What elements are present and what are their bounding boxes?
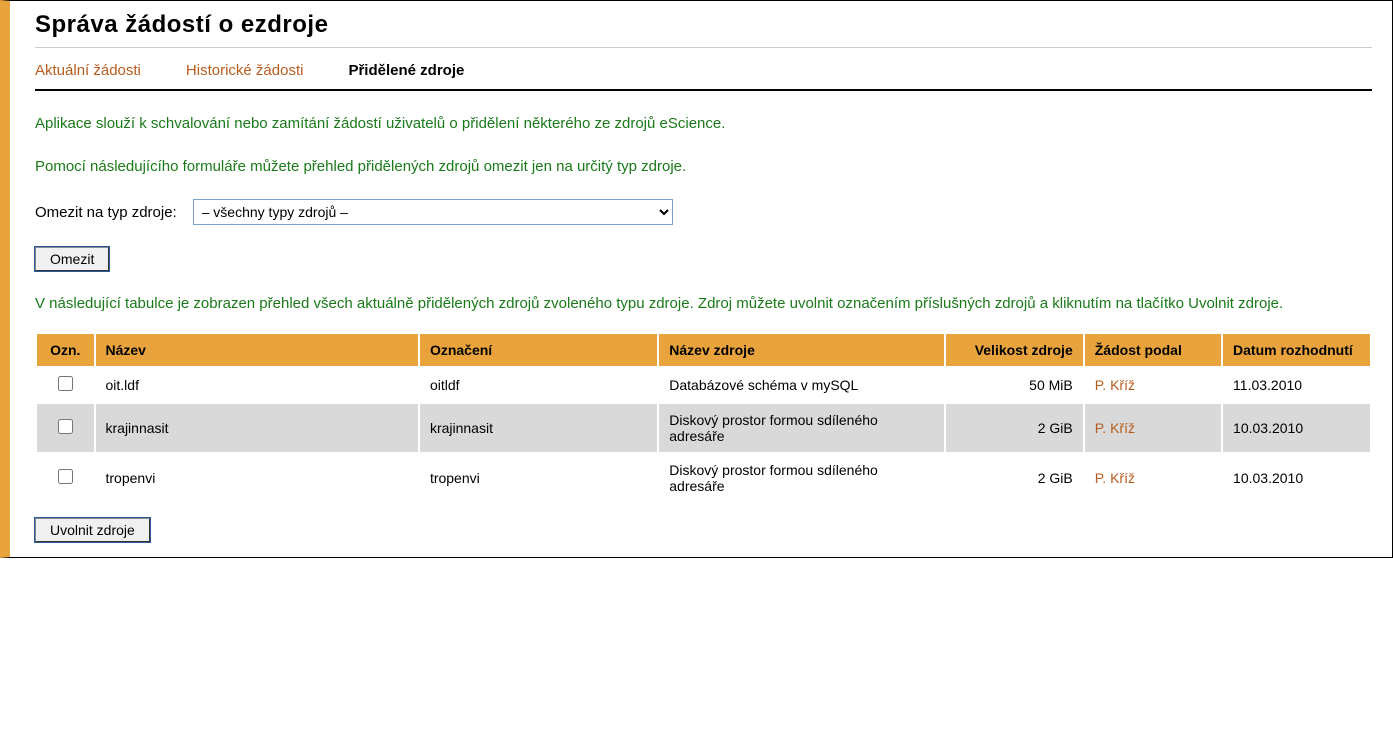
requester-link[interactable]: P. Kříž <box>1095 377 1135 393</box>
cell-nazev-zdroje: Databázové schéma v mySQL <box>658 367 945 403</box>
cell-datum: 11.03.2010 <box>1222 367 1371 403</box>
row-checkbox[interactable] <box>58 469 73 484</box>
cell-nazev-zdroje: Diskový prostor formou sdíleného adresář… <box>658 453 945 503</box>
row-checkbox[interactable] <box>58 419 73 434</box>
cell-nazev: oit.ldf <box>95 367 419 403</box>
cell-nazev: krajinnasit <box>95 403 419 453</box>
row-checkbox[interactable] <box>58 376 73 391</box>
cell-oznaceni: oitldf <box>419 367 658 403</box>
tabs-bar: Aktuální žádosti Historické žádosti Přid… <box>35 62 1372 91</box>
tab-current-requests[interactable]: Aktuální žádosti <box>35 62 141 79</box>
footer-button-row: Uvolnit zdroje <box>35 518 1372 542</box>
cell-ozn <box>36 367 95 403</box>
cell-datum: 10.03.2010 <box>1222 403 1371 453</box>
filter-type-select[interactable]: – všechny typy zdrojů – <box>193 199 673 225</box>
th-nazev: Název <box>95 333 419 367</box>
table-row: tropenvitropenviDiskový prostor formou s… <box>36 453 1371 503</box>
tab-assigned-resources[interactable]: Přidělené zdroje <box>348 62 464 79</box>
cell-datum: 10.03.2010 <box>1222 453 1371 503</box>
filter-button-row: Omezit <box>35 247 1372 271</box>
th-datum: Datum rozhodnutí <box>1222 333 1371 367</box>
th-zadost: Žádost podal <box>1084 333 1222 367</box>
th-velikost: Velikost zdroje <box>945 333 1083 367</box>
cell-zadost: P. Kříž <box>1084 453 1222 503</box>
cell-oznaceni: krajinnasit <box>419 403 658 453</box>
th-ozn: Ozn. <box>36 333 95 367</box>
cell-velikost: 2 GiB <box>945 403 1083 453</box>
cell-nazev: tropenvi <box>95 453 419 503</box>
table-row: oit.ldfoitldfDatabázové schéma v mySQL50… <box>36 367 1371 403</box>
cell-zadost: P. Kříž <box>1084 403 1222 453</box>
requester-link[interactable]: P. Kříž <box>1095 420 1135 436</box>
cell-ozn <box>36 453 95 503</box>
cell-velikost: 2 GiB <box>945 453 1083 503</box>
intro-text-1: Aplikace slouží k schvalování nebo zamít… <box>35 113 1372 134</box>
page-title: Správa žádostí o ezdroje <box>35 11 1372 48</box>
cell-ozn <box>36 403 95 453</box>
tab-history-requests[interactable]: Historické žádosti <box>186 62 304 79</box>
th-oznaceni: Označení <box>419 333 658 367</box>
intro-text-2: Pomocí následujícího formuláře můžete př… <box>35 156 1372 177</box>
filter-row: Omezit na typ zdroje: – všechny typy zdr… <box>35 199 1372 225</box>
filter-button[interactable]: Omezit <box>35 247 109 271</box>
table-intro-text: V následující tabulce je zobrazen přehle… <box>35 293 1372 314</box>
th-nazev-zdroje: Název zdroje <box>658 333 945 367</box>
cell-velikost: 50 MiB <box>945 367 1083 403</box>
table-header-row: Ozn. Název Označení Název zdroje Velikos… <box>36 333 1371 367</box>
cell-oznaceni: tropenvi <box>419 453 658 503</box>
cell-nazev-zdroje: Diskový prostor formou sdíleného adresář… <box>658 403 945 453</box>
cell-zadost: P. Kříž <box>1084 367 1222 403</box>
filter-label: Omezit na typ zdroje: <box>35 204 177 221</box>
requester-link[interactable]: P. Kříž <box>1095 470 1135 486</box>
release-resources-button[interactable]: Uvolnit zdroje <box>35 518 150 542</box>
table-row: krajinnasitkrajinnasitDiskový prostor fo… <box>36 403 1371 453</box>
resources-table: Ozn. Název Označení Název zdroje Velikos… <box>35 332 1372 504</box>
